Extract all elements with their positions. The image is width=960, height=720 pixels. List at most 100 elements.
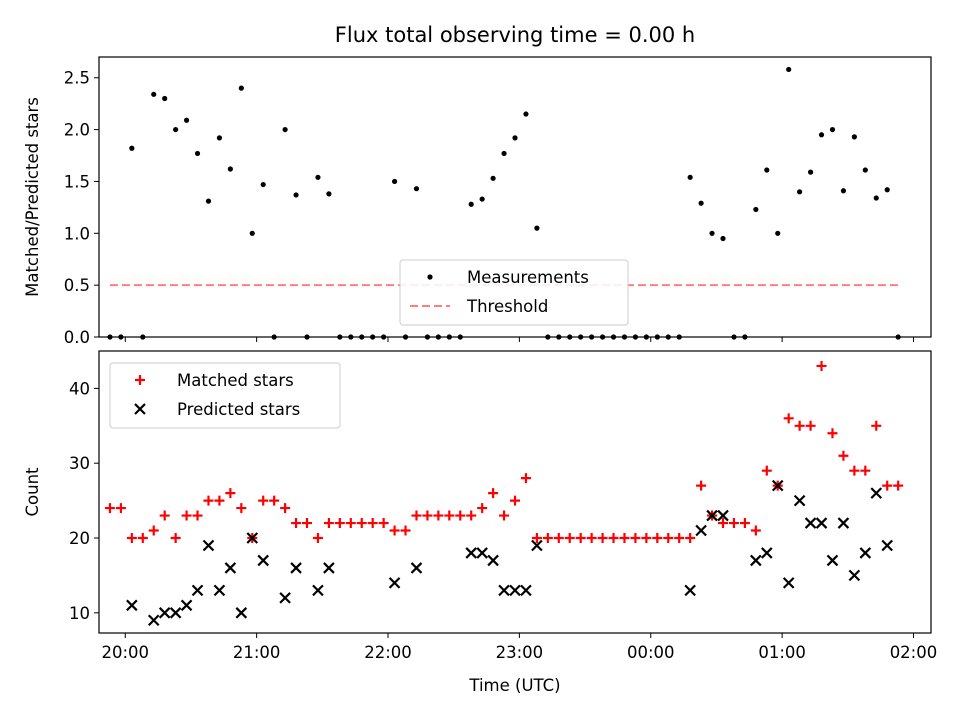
data-point [367,518,378,529]
data-point [216,135,223,141]
data-point [685,533,696,544]
data-point [783,413,794,424]
bottom-panel: Count Time (UTC) 10 20 30 40 20:00 21:00 22:00… [23,350,937,695]
data-point [523,111,529,117]
data-point [838,450,849,461]
data-point [764,167,770,173]
data-point [761,465,772,476]
data-point [169,607,182,619]
data-point [501,150,507,157]
y-tick-label: 2.5 [64,69,90,88]
data-point [126,533,137,544]
data-point [378,518,389,529]
x-tick-label: 22:00 [364,643,412,662]
data-point [225,488,236,499]
data-point [488,488,499,499]
data-point [807,169,814,175]
data-point [115,503,126,514]
data-point [531,539,543,552]
data-point [151,91,157,97]
data-point [202,539,215,552]
plot-frame [98,350,932,634]
data-point [718,518,728,529]
data-point [619,533,630,544]
data-point [684,584,696,597]
data-point [797,189,803,195]
data-point [531,533,542,544]
data-point [786,66,792,73]
x-tick-label: 01:00 [758,643,806,662]
data-point [871,420,882,431]
data-point [191,584,204,597]
data-point [388,577,401,589]
data-point [246,532,259,544]
y-tick-label: 0.0 [64,328,90,347]
data-point [804,517,817,529]
x-tick-label: 21:00 [233,643,281,662]
data-point [422,510,433,521]
data-point [520,584,532,597]
data-point [840,188,847,194]
data-point [173,126,179,133]
top-plot-area: 0.0 0.5 1.0 1.5 2.0 2.5 [64,56,932,347]
data-point [312,533,323,544]
data-point [302,518,312,529]
data-point [826,554,839,567]
legend-label: Predicted stars [177,400,300,419]
data-point [293,192,299,198]
bottom-legend: Matched stars Predicted stars [109,362,341,429]
data-point [104,503,115,514]
data-point [818,132,825,138]
data-point [771,479,784,492]
data-point [750,525,761,536]
data-point [815,517,828,529]
data-point [258,495,269,506]
series-predicted-stars [126,479,893,627]
data-point [750,554,762,567]
data-point [534,225,540,231]
data-point [158,607,171,619]
data-point [280,503,291,514]
data-point [238,85,244,91]
data-point [698,200,704,206]
data-point [586,533,597,544]
data-point [512,135,518,141]
data-point [851,134,857,140]
legend-box [109,362,341,429]
series-matched-stars [104,360,904,544]
data-point [236,503,247,514]
data-point [477,503,488,514]
data-point [433,510,444,521]
data-point [410,562,423,574]
data-point [487,554,499,567]
data-point [290,562,302,574]
data-point [608,533,619,544]
data-point [753,206,759,213]
data-point [862,167,868,173]
data-point [162,95,168,102]
data-point [597,533,608,544]
data-point [490,175,496,181]
data-point [498,584,510,597]
data-point [775,230,781,236]
data-point [214,495,225,506]
data-point [180,599,193,612]
data-point [739,518,750,529]
data-point [345,518,356,529]
data-point [696,480,707,491]
x-tick-label: 23:00 [496,643,544,662]
data-point [249,230,255,236]
data-point [641,533,652,544]
data-point [674,533,685,544]
data-point [882,480,893,491]
legend-label: Matched stars [177,371,294,390]
data-point [782,577,795,589]
data-point [859,547,872,559]
data-point [893,480,904,491]
data-point [260,181,266,188]
data-point [356,518,367,529]
data-point [205,198,212,204]
data-point [860,465,871,476]
data-point [291,518,302,529]
